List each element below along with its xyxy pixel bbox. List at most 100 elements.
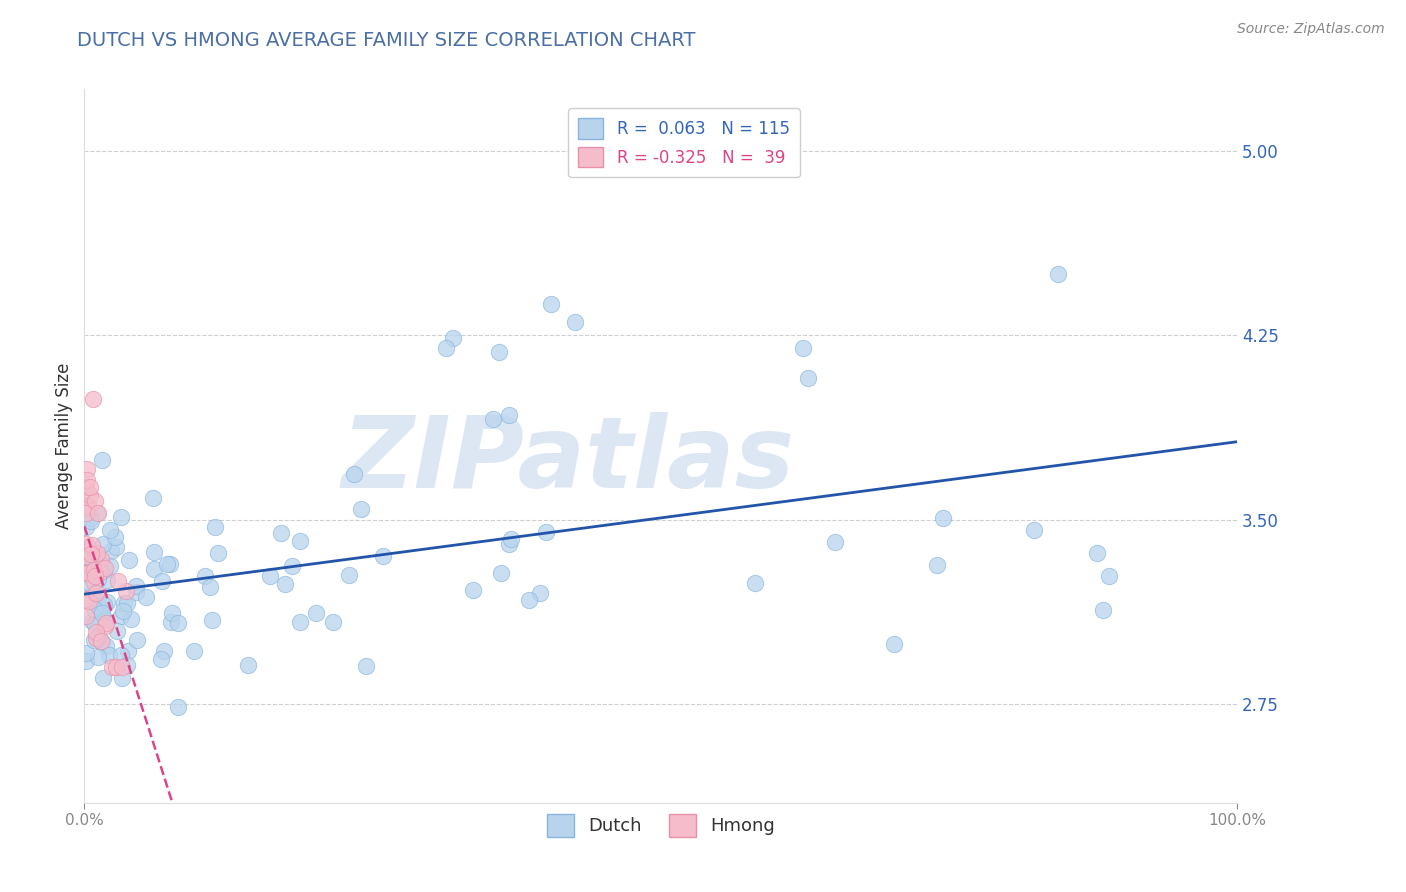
- Point: [142, 491, 165, 506]
- Point: [75, 500, 97, 515]
- Point: [86, 546, 108, 560]
- Point: [305, 606, 328, 620]
- Point: [1085, 546, 1108, 560]
- Point: [461, 583, 484, 598]
- Point: [564, 315, 586, 329]
- Point: [1098, 569, 1121, 583]
- Point: [259, 569, 281, 583]
- Point: [82, 392, 104, 406]
- Point: [498, 408, 520, 422]
- Point: [117, 552, 139, 566]
- Point: [87, 650, 110, 665]
- Point: [79, 480, 101, 494]
- Point: [434, 341, 457, 355]
- Point: [83, 575, 105, 590]
- Point: [75, 499, 97, 513]
- Point: [90, 634, 112, 648]
- Point: [280, 559, 302, 574]
- Point: [162, 607, 184, 621]
- Point: [153, 644, 176, 658]
- Point: [87, 572, 110, 586]
- Point: [107, 574, 129, 589]
- Point: [111, 660, 134, 674]
- Point: [79, 547, 101, 561]
- Point: [238, 657, 260, 672]
- Point: [104, 530, 127, 544]
- Point: [101, 660, 124, 674]
- Point: [80, 538, 103, 552]
- Point: [91, 606, 114, 620]
- Point: [207, 546, 229, 560]
- Y-axis label: Average Family Size: Average Family Size: [55, 363, 73, 529]
- Point: [112, 596, 135, 610]
- Text: ZIPatlas: ZIPatlas: [342, 412, 796, 508]
- Point: [76, 552, 98, 566]
- Point: [1046, 267, 1069, 281]
- Point: [120, 612, 142, 626]
- Point: [75, 609, 97, 624]
- Point: [87, 506, 110, 520]
- Point: [77, 574, 100, 589]
- Point: [114, 584, 136, 599]
- Point: [77, 498, 100, 512]
- Point: [290, 615, 312, 629]
- Point: [91, 558, 114, 573]
- Point: [167, 699, 190, 714]
- Point: [125, 579, 148, 593]
- Point: [90, 452, 112, 467]
- Point: [77, 593, 100, 607]
- Point: [91, 671, 114, 685]
- Point: [322, 615, 344, 629]
- Point: [501, 532, 523, 546]
- Point: [93, 612, 115, 626]
- Point: [80, 615, 103, 629]
- Point: [86, 632, 108, 647]
- Point: [84, 624, 107, 639]
- Point: [111, 604, 134, 618]
- Point: [83, 563, 105, 577]
- Point: [350, 501, 373, 516]
- Point: [166, 615, 188, 630]
- Point: [194, 568, 217, 582]
- Point: [489, 566, 512, 580]
- Point: [93, 562, 115, 576]
- Point: [159, 558, 181, 572]
- Point: [76, 473, 98, 487]
- Point: [125, 632, 148, 647]
- Point: [75, 654, 97, 668]
- Point: [75, 646, 97, 660]
- Point: [441, 331, 464, 345]
- Point: [96, 573, 118, 587]
- Point: [110, 648, 132, 662]
- Point: [156, 557, 179, 571]
- Point: [83, 633, 105, 648]
- Point: [84, 616, 107, 631]
- Point: [100, 543, 122, 558]
- Point: [150, 574, 173, 589]
- Point: [86, 506, 108, 520]
- Point: [75, 549, 97, 563]
- Point: [105, 541, 128, 555]
- Point: [80, 511, 103, 525]
- Point: [79, 488, 101, 502]
- Legend: Dutch, Hmong: Dutch, Hmong: [540, 807, 782, 844]
- Point: [135, 590, 157, 604]
- Point: [111, 671, 134, 685]
- Point: [90, 603, 112, 617]
- Point: [927, 558, 949, 572]
- Point: [94, 639, 117, 653]
- Point: [77, 540, 100, 554]
- Point: [354, 659, 377, 673]
- Point: [883, 637, 905, 651]
- Point: [143, 545, 166, 559]
- Point: [90, 634, 112, 648]
- Point: [83, 569, 105, 583]
- Point: [498, 536, 520, 550]
- Point: [1022, 523, 1045, 537]
- Point: [75, 566, 97, 580]
- Text: Source: ZipAtlas.com: Source: ZipAtlas.com: [1237, 22, 1385, 37]
- Point: [94, 560, 117, 574]
- Point: [76, 462, 98, 476]
- Point: [105, 660, 128, 674]
- Point: [96, 595, 118, 609]
